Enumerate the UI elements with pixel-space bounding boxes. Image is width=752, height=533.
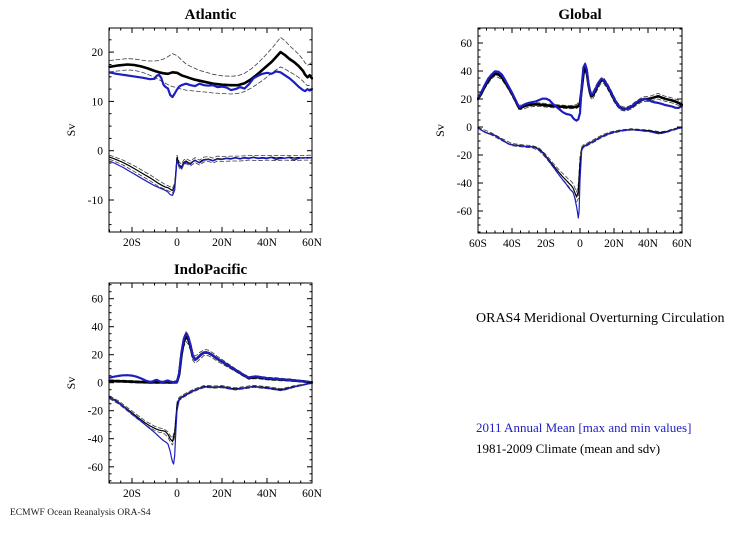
series-climate-mean-lower bbox=[108, 156, 313, 192]
chart-title: IndoPacific bbox=[174, 262, 248, 278]
series-annual2011-mean-lower bbox=[108, 157, 313, 197]
series-climate-sdv-minus-lower bbox=[109, 158, 313, 194]
legend-2011-entry: 2011 Annual Mean [max and min values] bbox=[476, 420, 692, 435]
x-tick-label: 0 bbox=[577, 238, 583, 250]
x-tick-label: 20N bbox=[212, 488, 233, 500]
series-climate-sdv-plus-lower bbox=[109, 382, 313, 439]
y-tick-label: -40 bbox=[457, 178, 473, 190]
x-tick-label: 40N bbox=[257, 237, 278, 249]
y-tick-label: 60 bbox=[461, 38, 473, 50]
y-tick-label: 20 bbox=[461, 94, 473, 106]
x-tick-label: 20S bbox=[123, 488, 141, 500]
figure-title: ORAS4 Meridional Overturning Circulation bbox=[476, 311, 725, 326]
chart-indopacific: 20S 0 20N 40N 60N -60 -40 -20 0 20 40 60 IndoPacific… bbox=[64, 262, 323, 500]
series-annual2011-mean-upper bbox=[108, 70, 313, 99]
axis-ticks bbox=[109, 28, 313, 232]
y-tick-label: 20 bbox=[92, 350, 104, 362]
axes-frame bbox=[108, 27, 313, 233]
axis-ticks bbox=[477, 28, 683, 233]
y-tick-label: 0 bbox=[97, 378, 103, 390]
y-axis-label: Sv bbox=[64, 377, 78, 390]
series-climate-sdv-minus-upper bbox=[109, 66, 313, 95]
y-tick-label: 60 bbox=[92, 294, 104, 306]
y-tick-label: 10 bbox=[92, 96, 104, 108]
y-tick-label: -20 bbox=[88, 406, 104, 418]
y-tick-label: 40 bbox=[92, 322, 104, 334]
series-climate-mean-upper bbox=[108, 335, 313, 384]
x-tick-label: 40S bbox=[503, 238, 521, 250]
series-climate-sdv-plus-lower bbox=[477, 126, 683, 193]
x-tick-label: 40N bbox=[257, 488, 278, 500]
series-annual2011-mean-upper bbox=[108, 332, 313, 384]
source-caption: ECMWF Ocean Reanalysis ORA-S4 bbox=[10, 508, 151, 518]
series-climate-mean-lower bbox=[108, 382, 313, 443]
series-group bbox=[477, 62, 683, 219]
series-annual2011-mean-upper bbox=[477, 62, 683, 122]
series-climate-sdv-plus-upper bbox=[109, 37, 313, 77]
chart-global: 60S 40S 20S 0 20N 40N 60N -60 -40 -20 0 20 40 60 Globa… bbox=[433, 7, 693, 250]
y-tick-label: 0 bbox=[97, 146, 103, 158]
x-tick-label: 20S bbox=[123, 237, 141, 249]
series-climate-sdv-minus-lower bbox=[109, 382, 313, 446]
x-tick-label: 60N bbox=[672, 238, 693, 250]
x-tick-label: 20N bbox=[604, 238, 625, 250]
x-tick-label: 60N bbox=[302, 237, 323, 249]
series-climate-mean-upper bbox=[108, 50, 313, 87]
y-tick-label: -40 bbox=[88, 434, 104, 446]
y-tick-label: 0 bbox=[466, 122, 472, 134]
y-axis-label: Sv bbox=[64, 124, 78, 137]
y-tick-label: -10 bbox=[88, 195, 104, 207]
chart-title: Global bbox=[558, 7, 601, 23]
series-group bbox=[108, 37, 313, 197]
y-tick-label: 40 bbox=[461, 66, 473, 78]
y-tick-label: -60 bbox=[457, 206, 473, 218]
chart-atlantic: 20S 0 20N 40N 60N -10 0 10 20 Atlantic Sv bbox=[64, 7, 323, 249]
series-annual2011-mean-lower bbox=[108, 382, 313, 465]
series-annual2011-mean-lower bbox=[477, 126, 683, 219]
series-climate-sdv-plus-upper bbox=[109, 331, 313, 383]
series-climate-sdv-minus-upper bbox=[477, 70, 683, 112]
x-tick-label: 40N bbox=[638, 238, 659, 250]
x-tick-label: 20S bbox=[537, 238, 555, 250]
chart-title: Atlantic bbox=[185, 7, 237, 23]
series-group bbox=[108, 331, 313, 465]
y-axis-label: Sv bbox=[433, 124, 447, 137]
legend-climate-entry: 1981-2009 Climate (mean and sdv) bbox=[476, 441, 661, 456]
x-tick-label: 60S bbox=[469, 238, 487, 250]
y-tick-label: 20 bbox=[92, 47, 104, 59]
y-tick-label: -20 bbox=[457, 150, 473, 162]
x-tick-label: 20N bbox=[212, 237, 233, 249]
axis-ticks bbox=[109, 283, 313, 483]
x-tick-label: 60N bbox=[302, 488, 323, 500]
x-tick-label: 0 bbox=[174, 488, 180, 500]
y-tick-label: -60 bbox=[88, 462, 104, 474]
x-tick-label: 0 bbox=[174, 237, 180, 249]
